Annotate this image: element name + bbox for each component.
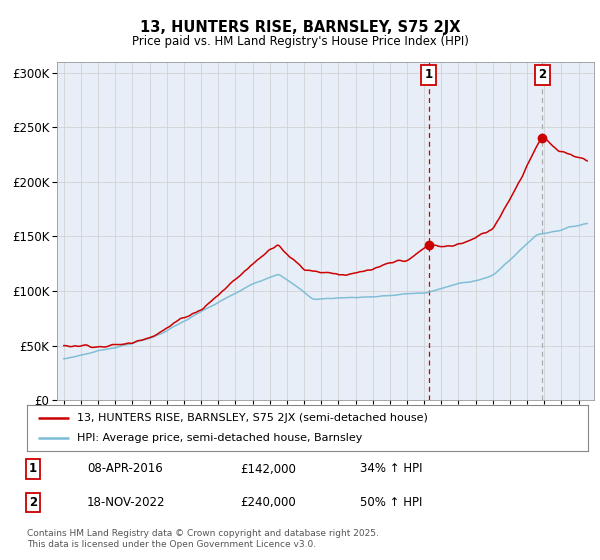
Text: 1: 1 bbox=[29, 463, 37, 475]
Text: £240,000: £240,000 bbox=[240, 496, 296, 509]
Text: 50% ↑ HPI: 50% ↑ HPI bbox=[360, 496, 422, 509]
Text: 2: 2 bbox=[29, 496, 37, 509]
Text: 13, HUNTERS RISE, BARNSLEY, S75 2JX (semi-detached house): 13, HUNTERS RISE, BARNSLEY, S75 2JX (sem… bbox=[77, 413, 428, 423]
Text: 34% ↑ HPI: 34% ↑ HPI bbox=[360, 463, 422, 475]
Text: 2: 2 bbox=[538, 68, 547, 81]
Text: 08-APR-2016: 08-APR-2016 bbox=[87, 463, 163, 475]
Text: Price paid vs. HM Land Registry's House Price Index (HPI): Price paid vs. HM Land Registry's House … bbox=[131, 35, 469, 48]
Text: 18-NOV-2022: 18-NOV-2022 bbox=[87, 496, 166, 509]
Text: 1: 1 bbox=[425, 68, 433, 81]
Text: Contains HM Land Registry data © Crown copyright and database right 2025.
This d: Contains HM Land Registry data © Crown c… bbox=[27, 529, 379, 549]
Text: £142,000: £142,000 bbox=[240, 463, 296, 475]
Text: HPI: Average price, semi-detached house, Barnsley: HPI: Average price, semi-detached house,… bbox=[77, 433, 363, 443]
Text: 13, HUNTERS RISE, BARNSLEY, S75 2JX: 13, HUNTERS RISE, BARNSLEY, S75 2JX bbox=[140, 20, 460, 35]
